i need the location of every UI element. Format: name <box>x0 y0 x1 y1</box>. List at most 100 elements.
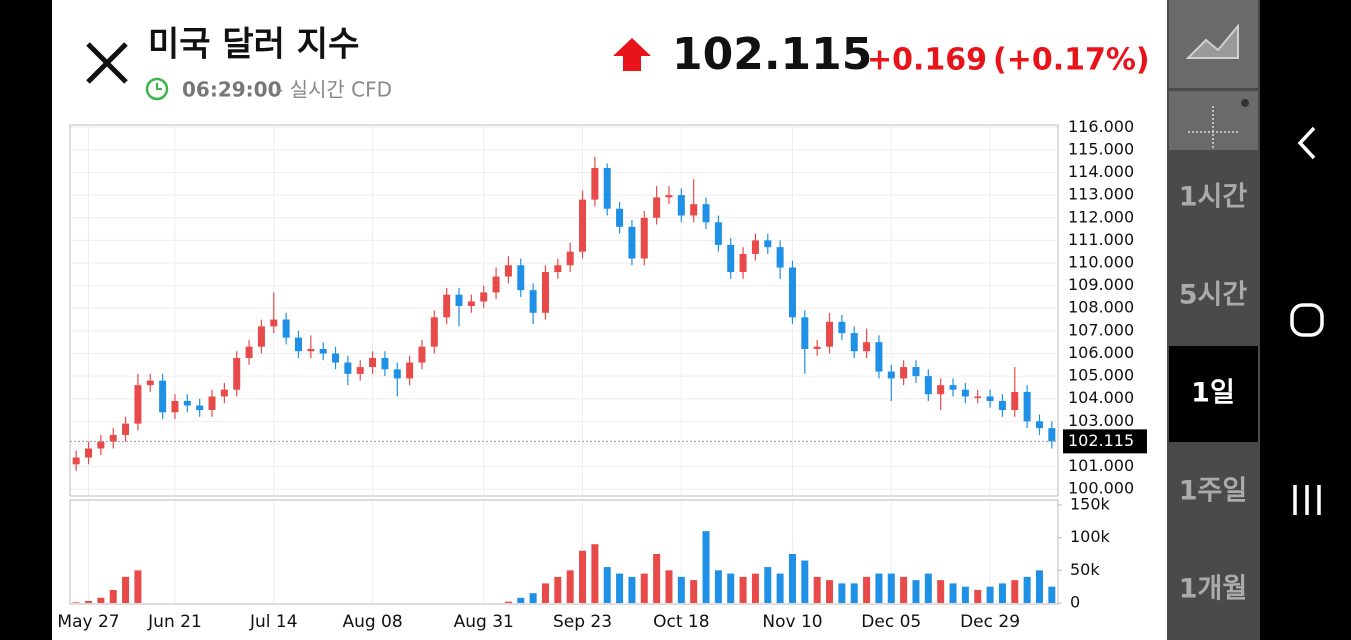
candle-body <box>270 319 278 327</box>
candle-body <box>900 367 908 379</box>
interval-button[interactable]: 5시간 <box>1169 248 1258 344</box>
candle-body <box>85 448 93 458</box>
candle-body <box>788 267 796 318</box>
y-tick-label: 112.000 <box>1068 207 1134 226</box>
candle-body <box>714 222 722 245</box>
candle-body <box>146 380 154 386</box>
candle-body <box>430 317 438 347</box>
volume-bar <box>813 576 821 603</box>
up-arrow <box>613 38 651 71</box>
chart-icon <box>1185 23 1239 59</box>
candle-body <box>294 337 302 352</box>
volume-bar <box>998 583 1006 603</box>
candle-body <box>418 346 426 363</box>
candle-body <box>455 294 463 306</box>
volume-bar <box>134 570 142 603</box>
volume-bar <box>714 570 722 603</box>
candle-body <box>579 199 587 252</box>
volume-bar <box>850 583 858 603</box>
interval-button[interactable]: 1일 <box>1169 346 1258 442</box>
candle-body <box>677 195 685 216</box>
candle-body <box>628 226 636 259</box>
candle-body <box>616 208 624 227</box>
candle-body <box>961 389 969 397</box>
indicator-dot <box>1241 99 1249 107</box>
volume-bar <box>554 576 562 603</box>
button-bg <box>1169 0 1258 88</box>
volume-bar <box>109 589 117 603</box>
candle-body <box>307 348 315 352</box>
candle-body <box>245 346 253 359</box>
volume-bar <box>665 570 673 603</box>
crosshair-icon <box>1188 106 1238 158</box>
candle-body <box>751 240 759 254</box>
candle-body <box>183 400 191 406</box>
candle-body <box>159 380 167 413</box>
volume-bar <box>85 601 93 603</box>
nav-recents[interactable] <box>1293 485 1321 515</box>
candle-body <box>640 217 648 259</box>
candle-body <box>566 251 574 266</box>
last-price: 102.115 <box>672 29 872 80</box>
left-edge <box>0 0 52 640</box>
volume-bar <box>1048 586 1056 603</box>
volume-bar <box>887 573 895 603</box>
volume-bar <box>72 602 80 603</box>
candle-body <box>381 358 389 370</box>
chart-type-button[interactable] <box>1169 0 1258 88</box>
volume-bar <box>937 580 945 603</box>
interval-label: 5시간 <box>1179 280 1248 311</box>
candle-body <box>504 265 512 277</box>
volume-bar <box>788 554 796 603</box>
volume-bar <box>949 583 957 603</box>
volume-tick-label: 100k <box>1070 527 1111 546</box>
candle-body <box>109 434 117 442</box>
price-change-percent: (+0.17%) <box>993 43 1150 78</box>
candle-body <box>912 367 920 377</box>
y-tick-label: 101.000 <box>1068 456 1134 475</box>
y-tick-label: 104.000 <box>1068 388 1134 407</box>
close-button[interactable] <box>86 42 128 84</box>
volume-bar <box>566 570 574 603</box>
candle-body <box>937 385 945 395</box>
volume-bar <box>579 550 587 603</box>
volume-bar <box>739 576 747 603</box>
candle-body <box>653 197 661 218</box>
volume-bar <box>838 583 846 603</box>
y-tick-label: 114.000 <box>1068 162 1134 181</box>
volume-tick-label: 150k <box>1070 495 1111 514</box>
nav-back[interactable] <box>1297 126 1316 160</box>
volume-bar <box>603 567 611 603</box>
candle-body <box>443 294 451 318</box>
volume-bar <box>122 576 130 603</box>
candle-body <box>492 276 500 293</box>
button-bg <box>1169 248 1258 344</box>
volume-bar <box>776 573 784 603</box>
candle-body <box>1048 428 1056 442</box>
x-tick-label: Dec 29 <box>960 612 1020 632</box>
candle-body <box>529 290 537 313</box>
candle-body <box>690 204 698 216</box>
candle-body <box>986 396 994 401</box>
candle-body <box>369 358 377 368</box>
candle-body <box>97 441 105 449</box>
interval-button[interactable]: 1개월 <box>1169 542 1258 638</box>
candle-body <box>702 204 710 223</box>
y-tick-label: 116.000 <box>1068 117 1134 136</box>
interval-button[interactable]: 1주일 <box>1169 444 1258 540</box>
interval-label: 1시간 <box>1179 182 1248 213</box>
candle-body <box>1011 391 1019 411</box>
candle-body <box>319 348 327 354</box>
nav-home[interactable] <box>1290 303 1324 337</box>
x-tick-label: Jul 14 <box>249 612 298 632</box>
interval-button[interactable]: 1시간 <box>1169 150 1258 246</box>
candle-body <box>467 301 475 306</box>
y-tick-label: 111.000 <box>1068 230 1134 249</box>
candle-body <box>801 317 809 349</box>
x-tick-label: Dec 05 <box>861 612 921 632</box>
volume-bar <box>751 573 759 603</box>
candle-body <box>838 321 846 334</box>
y-tick-label: 109.000 <box>1068 275 1134 294</box>
volume-bar <box>690 580 698 603</box>
candle-body <box>72 457 80 465</box>
